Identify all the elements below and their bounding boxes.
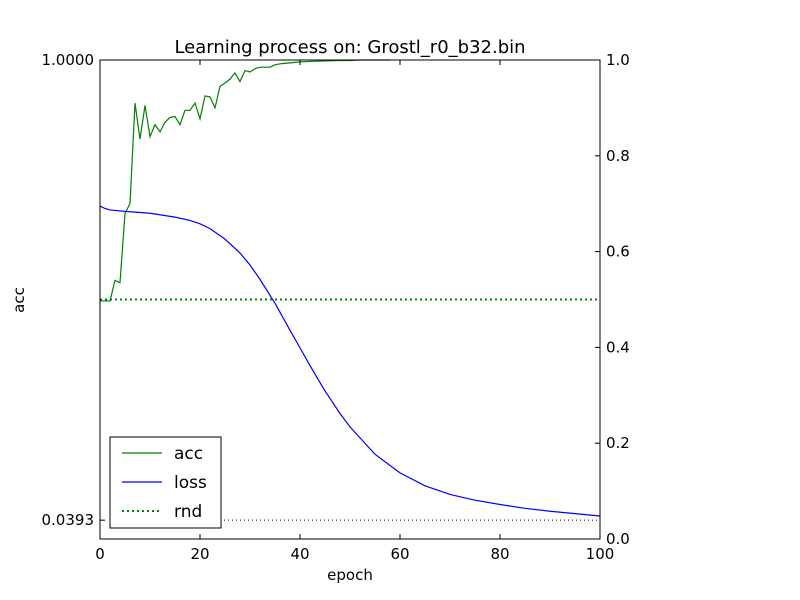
y-right-tick-label: 0.4: [606, 338, 630, 356]
y-right-tick-label: 0.8: [606, 147, 630, 165]
legend-label-loss: loss: [174, 473, 207, 493]
ticks-layer: 0 20 40 60 80 100 1.0000 0.0393 0.0 0.2 0.4 0.6 0.8 1…: [42, 51, 630, 563]
x-tick-label: 40: [290, 545, 309, 563]
x-tick-label: 20: [190, 545, 209, 563]
x-axis-title: epoch: [327, 566, 373, 584]
x-tick-label: 100: [586, 545, 615, 563]
y-left-tick-label: 0.0393: [42, 511, 95, 529]
plot-frame: [99, 59, 601, 540]
series-line-loss: [99, 205, 601, 517]
y-right-tick-label: 1.0: [606, 51, 630, 69]
y-left-tick-label: 1.0000: [42, 51, 95, 69]
x-tick-label: 0: [95, 545, 105, 563]
legend-label-rnd: rnd: [174, 502, 202, 522]
y-right-tick-label: 0.2: [606, 434, 630, 452]
y-right-tick-label: 0.6: [606, 243, 630, 261]
y-axis-title-left: acc: [10, 287, 28, 313]
series-line-acc: [100, 59, 390, 302]
legend-label-acc: acc: [174, 444, 203, 464]
chart-title: Learning process on: Grostl_r0_b32.bin: [174, 37, 525, 58]
x-tick-label: 80: [490, 545, 509, 563]
legend: acc loss rnd: [109, 436, 222, 529]
x-tick-label: 60: [390, 545, 409, 563]
y-right-tick-label: 0.0: [606, 530, 630, 548]
series-layer: [99, 59, 601, 521]
